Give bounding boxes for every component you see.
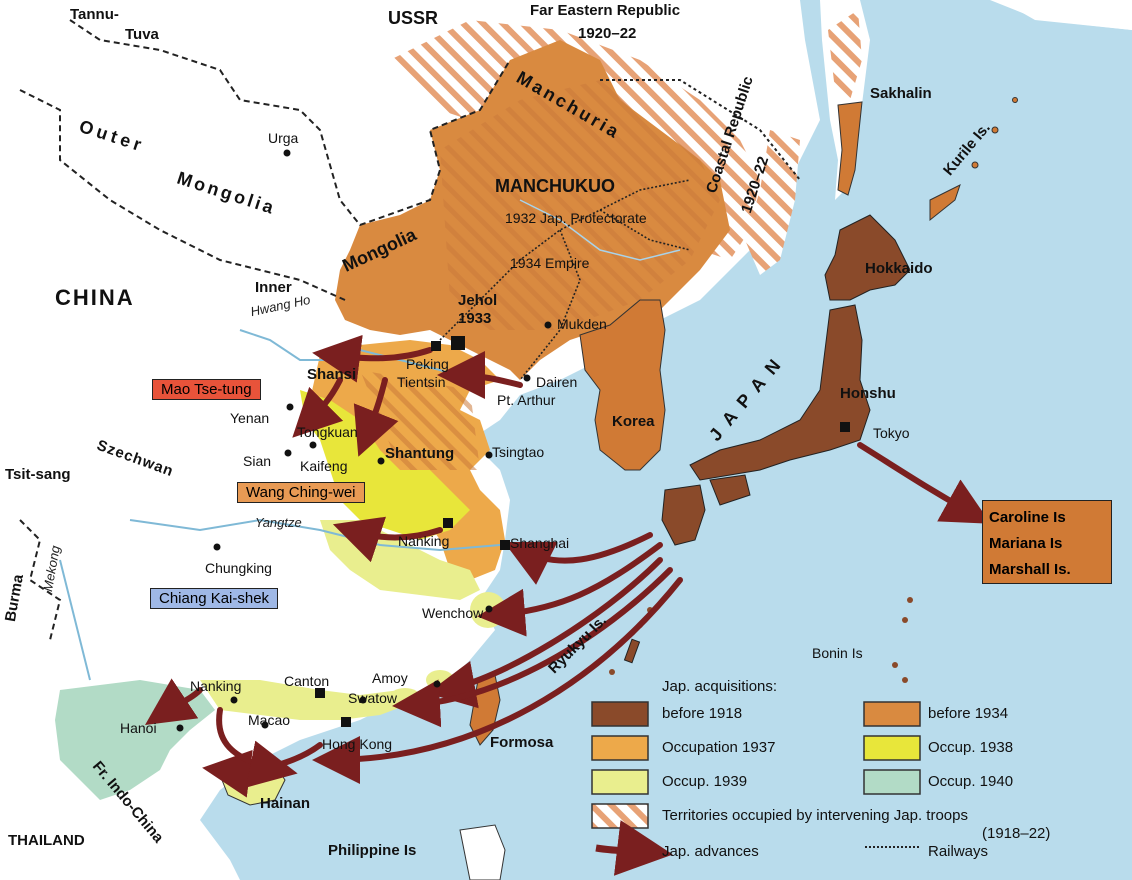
city-markers (176, 149, 850, 732)
govt-chiang-box: Chiang Kai-shek (150, 588, 279, 609)
label-sakhalin: Sakhalin (870, 85, 932, 102)
city-sian: Sian (243, 453, 272, 469)
label-jehol-year: 1933 (458, 310, 492, 327)
city-dairen: Dairen (536, 374, 578, 390)
city-shanghai: Shanghai (510, 535, 570, 551)
label-philippine: Philippine Is (328, 842, 417, 859)
label-shansi: Shansi (307, 366, 357, 383)
city-yenan: Yenan (230, 410, 270, 426)
legend-before-1918: before 1918 (662, 705, 743, 722)
city-mukden: Mukden (557, 316, 607, 332)
mandate-mariana: Mariana Is (989, 535, 1063, 552)
city-tsingtao: Tsingtao (492, 444, 545, 460)
city-canton: Canton (284, 673, 330, 689)
city-wenchow: Wenchow (422, 605, 484, 621)
city-swatow: Swatow (348, 690, 398, 706)
legend-occup-1940: Occup. 1940 (928, 773, 1014, 790)
label-honshu: Honshu (840, 385, 896, 402)
island-hokkaido (824, 214, 911, 301)
city-nanking-south: Nanking (190, 678, 242, 694)
hatch-coastal (745, 130, 800, 275)
label-hainan: Hainan (260, 795, 311, 812)
city-amoy: Amoy (372, 670, 408, 686)
label-far-eastern-years: 1920–22 (578, 25, 637, 42)
legend-title: Jap. acquisitions: (662, 678, 778, 695)
city-urga: Urga (268, 130, 299, 146)
label-jehol: Jehol (458, 292, 498, 309)
city-peking: Peking (406, 356, 449, 372)
city-tongkuan: Tongkuan (297, 424, 358, 440)
region-occup-1939-south (200, 680, 420, 720)
city-macao: Macao (248, 712, 291, 728)
mandate-caroline: Caroline Is (989, 509, 1066, 526)
legend-swatches (591, 701, 921, 876)
mandate-marshall: Marshall Is. (989, 561, 1071, 578)
label-tsit-sang: Tsit-sang (5, 466, 71, 483)
label-korea: Korea (612, 413, 655, 430)
city-tokyo: Tokyo (873, 425, 910, 441)
island-honshu (689, 304, 871, 481)
legend-territories: Territories occupied by intervening Jap.… (662, 807, 968, 824)
label-tannu-tuva-1: Tannu- (70, 6, 119, 23)
label-thailand: THAILAND (8, 832, 85, 849)
label-empire: 1934 Empire (510, 255, 590, 271)
legend-railways: Railways (928, 843, 989, 860)
city-tientsin: Tientsin (397, 374, 446, 390)
label-manchukuo: MANCHUKUO (495, 176, 615, 196)
city-pt-arthur: Pt. Arthur (497, 392, 556, 408)
region-south-sakhalin (837, 101, 863, 196)
label-ussr: USSR (388, 8, 439, 28)
label-yangtze: Yangtze (255, 515, 302, 530)
city-nanking: Nanking (398, 533, 450, 549)
island-kyushu (661, 484, 706, 546)
legend-occup-1938: Occup. 1938 (928, 739, 1014, 756)
label-china: CHINA (55, 285, 135, 310)
city-chungking: Chungking (205, 560, 272, 576)
hatch-sakhalin (828, 10, 862, 100)
legend-territories-years: (1918–22) (982, 825, 1051, 842)
legend-occupation-1937: Occupation 1937 (662, 739, 776, 756)
city-kaifeng: Kaifeng (300, 458, 348, 474)
label-bonin: Bonin Is (812, 645, 863, 661)
mandate-islands-box: Caroline Is Mariana Is Marshall Is. (982, 500, 1112, 584)
label-inner: Inner (255, 279, 292, 296)
legend-before-1934: before 1934 (928, 705, 1009, 722)
label-tannu-tuva-2: Tuva (125, 26, 159, 43)
advance-arrows (145, 334, 991, 798)
label-far-eastern-republic: Far Eastern Republic (530, 2, 681, 19)
city-hanoi: Hanoi (120, 720, 157, 736)
region-korea (579, 299, 666, 471)
hatch-manchuria-overlay (440, 80, 720, 330)
label-protectorate: 1932 Jap. Protectorate (505, 210, 647, 226)
city-hong-kong: Hong Kong (322, 736, 393, 752)
label-formosa: Formosa (490, 734, 554, 751)
govt-mao-box: Mao Tse-tung (152, 379, 261, 400)
govt-wang-box: Wang Ching-wei (237, 482, 365, 503)
label-shantung: Shantung (385, 445, 455, 462)
label-hokkaido: Hokkaido (865, 260, 933, 277)
island-shikoku (709, 474, 751, 506)
legend-occup-1939: Occup. 1939 (662, 773, 748, 790)
legend-advances: Jap. advances (662, 843, 759, 860)
